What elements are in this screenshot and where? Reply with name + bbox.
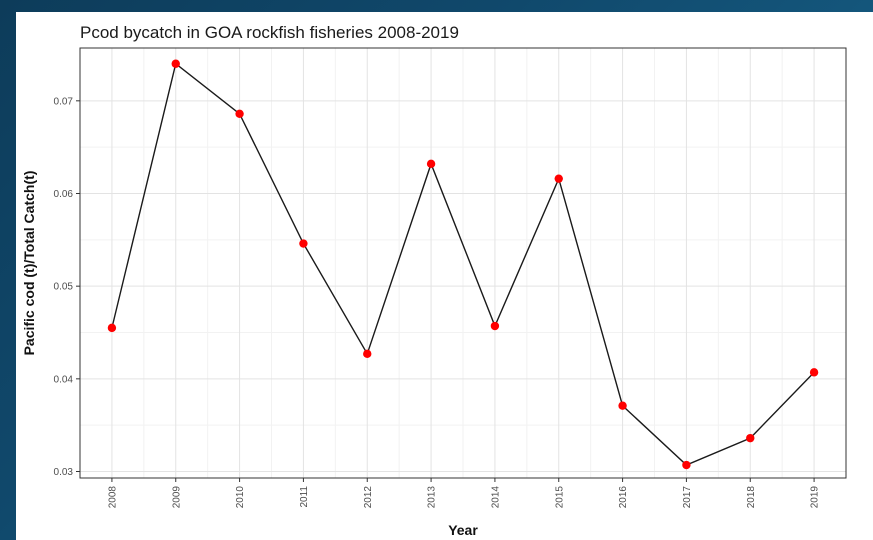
x-tick-label: 2019 (810, 486, 821, 509)
x-tick-label: 2016 (618, 486, 629, 509)
y-tick-label: 0.06 (54, 189, 74, 200)
data-point (618, 401, 627, 410)
series-line-path (111, 62, 815, 466)
grid-lines (80, 48, 846, 478)
series-line (111, 62, 815, 466)
data-point (107, 323, 117, 333)
x-tick-label: 2013 (427, 486, 438, 509)
data-point (809, 368, 819, 377)
series-points (107, 59, 819, 470)
data-point (171, 59, 180, 68)
x-tick-label: 2009 (171, 486, 182, 509)
data-point (363, 349, 372, 359)
x-tick-label: 2015 (554, 486, 565, 509)
x-tick-label: 2018 (746, 486, 757, 509)
x-tick-label: 2011 (299, 486, 310, 508)
y-tick-label: 0.07 (54, 96, 74, 107)
data-point (746, 433, 755, 443)
x-tick-label: 2008 (107, 486, 118, 509)
y-axis: 0.03 0.04 0.05 0.06 0.07 (54, 96, 80, 478)
x-axis-title: Year (448, 522, 478, 538)
y-tick-label: 0.04 (54, 374, 74, 385)
plot-border (79, 47, 847, 479)
y-tick-label: 0.05 (54, 282, 74, 293)
x-tick-label: 2010 (235, 486, 246, 509)
data-point (554, 174, 563, 183)
data-point (682, 460, 691, 470)
chart-title: Pcod bycatch in GOA rockfish fisheries 2… (80, 23, 459, 42)
data-point (299, 239, 308, 248)
x-tick-label: 2014 (490, 486, 501, 509)
y-tick-label: 0.03 (54, 467, 74, 478)
data-point (426, 159, 436, 169)
line-chart: Pcod bycatch in GOA rockfish fisheries 2… (21, 23, 847, 538)
data-point (235, 109, 244, 118)
chart-panel: Pcod bycatch in GOA rockfish fisheries 2… (16, 12, 873, 540)
x-tick-label: 2012 (363, 486, 374, 509)
data-point (490, 321, 500, 331)
x-tick-label: 2017 (682, 486, 693, 509)
x-axis: 2008 2009 2010 2011 2012 2013 2014 2015 2016 2017… (107, 478, 821, 509)
y-axis-title: Pacific cod (t)/Total Catch(t) (21, 171, 37, 356)
